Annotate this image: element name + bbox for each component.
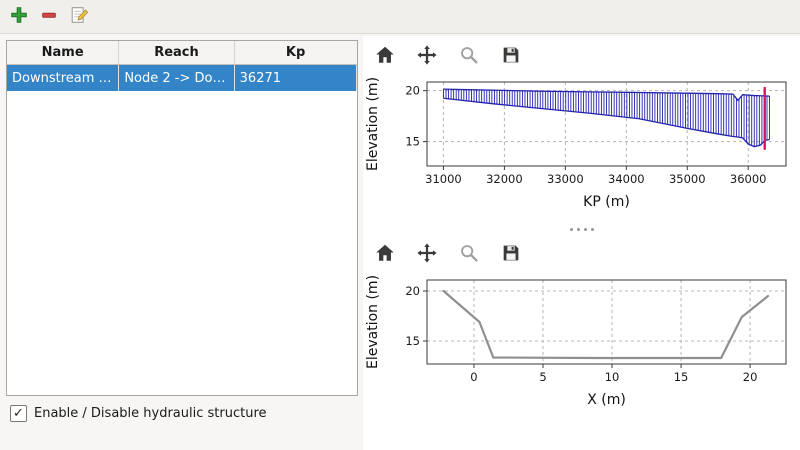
profile-chart-block: 31000 32000 33000 34000 35000 36000 15 20 KP (m)… [363, 36, 800, 224]
svg-text:34000: 34000 [608, 172, 645, 186]
pan-icon [416, 242, 438, 267]
pan-icon [416, 44, 438, 69]
svg-text:X (m): X (m) [587, 392, 626, 408]
column-header-name[interactable]: Name [7, 41, 120, 65]
svg-text:15: 15 [405, 334, 420, 348]
cell-kp[interactable]: 36271 [234, 64, 358, 91]
svg-text:KP (m): KP (m) [583, 194, 630, 210]
column-header-reach[interactable]: Reach [118, 41, 235, 65]
table-row[interactable]: Downstream weir Node 2 -> Down… 36271 [7, 64, 358, 91]
svg-text:31000: 31000 [425, 172, 462, 186]
zoom-button[interactable] [455, 42, 483, 70]
cell-name[interactable]: Downstream weir [7, 64, 120, 91]
profile-chart-canvas[interactable]: 31000 32000 33000 34000 35000 36000 15 20 KP (m)… [363, 72, 796, 224]
main-toolbar [0, 0, 800, 34]
svg-text:Elevation (m): Elevation (m) [365, 77, 381, 171]
save-icon [500, 242, 522, 267]
svg-text:32000: 32000 [486, 172, 523, 186]
svg-text:36000: 36000 [730, 172, 767, 186]
pan-button[interactable] [413, 240, 441, 268]
svg-text:15: 15 [405, 135, 420, 149]
remove-structure-button[interactable] [36, 4, 62, 30]
svg-text:Elevation (m): Elevation (m) [365, 275, 381, 369]
save-icon [500, 44, 522, 69]
zoom-icon [458, 242, 480, 267]
checkbox-label: Enable / Disable hydraulic structure [34, 405, 267, 421]
checkbox-check-icon[interactable]: ✓ [10, 404, 27, 422]
structures-panel: Name Reach Kp Downstream weir Node 2 -> … [6, 40, 358, 396]
svg-text:20: 20 [743, 370, 758, 384]
svg-text:35000: 35000 [669, 172, 706, 186]
cross-section-plot-toolbar [363, 234, 800, 270]
add-structure-button[interactable] [6, 4, 32, 30]
home-icon [374, 242, 396, 267]
save-button[interactable] [497, 240, 525, 268]
svg-text:20: 20 [405, 84, 420, 98]
svg-text:15: 15 [674, 370, 689, 384]
enable-structure-checkbox[interactable]: ✓ Enable / Disable hydraulic structure [10, 403, 267, 423]
save-button[interactable] [497, 42, 525, 70]
pan-button[interactable] [413, 42, 441, 70]
zoom-button[interactable] [455, 240, 483, 268]
table-header-row: Name Reach Kp [7, 41, 357, 65]
home-button[interactable] [371, 240, 399, 268]
splitter-handle[interactable] [363, 224, 800, 234]
cell-reach[interactable]: Node 2 -> Down… [118, 64, 235, 91]
svg-text:5: 5 [539, 370, 546, 384]
svg-text:0: 0 [470, 370, 477, 384]
home-icon [374, 44, 396, 69]
svg-text:10: 10 [605, 370, 620, 384]
cross-section-chart-block: 0 5 10 15 20 15 20 X (m) Elevation (m) [363, 234, 800, 422]
home-button[interactable] [371, 42, 399, 70]
charts-panel: 31000 32000 33000 34000 35000 36000 15 20 KP (m)… [363, 36, 800, 450]
structures-table: Name Reach Kp Downstream weir Node 2 -> … [7, 41, 358, 91]
svg-text:20: 20 [405, 284, 420, 298]
svg-text:33000: 33000 [547, 172, 584, 186]
column-header-kp[interactable]: Kp [234, 41, 357, 65]
zoom-icon [458, 44, 480, 69]
cross-section-chart-canvas[interactable]: 0 5 10 15 20 15 20 X (m) Elevation (m) [363, 270, 796, 422]
plus-icon [9, 5, 29, 28]
edit-structure-button[interactable] [66, 4, 92, 30]
edit-note-icon [69, 5, 89, 28]
minus-icon [39, 5, 59, 28]
profile-plot-toolbar [363, 36, 800, 72]
